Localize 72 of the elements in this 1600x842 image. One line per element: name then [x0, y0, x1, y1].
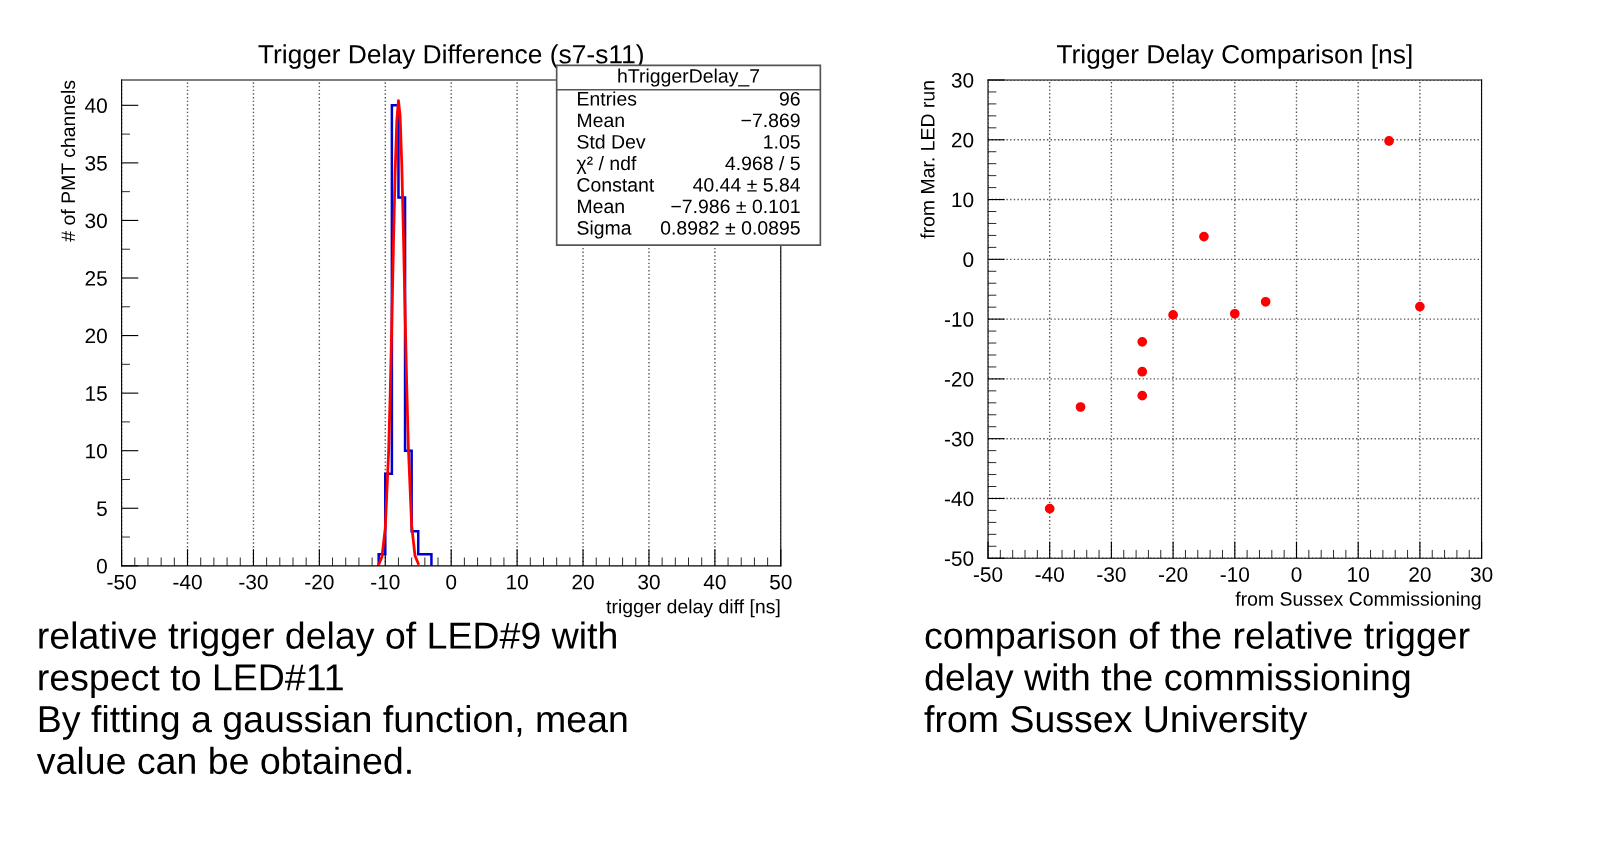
y-tick-label: 25 [85, 271, 107, 286]
y-tick-label: 30 [951, 72, 974, 88]
annotation: 0.8982 ± 0.0895 [660, 221, 800, 235]
x-tick-label: 20 [1409, 567, 1431, 582]
y-tick-label: 40 [85, 98, 107, 114]
point [1137, 336, 1148, 347]
x-axis-title: trigger delay diff [ns] [606, 599, 780, 618]
annotation: Sigma [577, 220, 632, 239]
x-tick-label: -50 [107, 574, 136, 590]
y-tick-label: -50 [944, 551, 974, 566]
x-tick-label: -30 [1097, 567, 1126, 582]
annotation: χ² / ndf [576, 155, 637, 175]
line-series [377, 99, 420, 566]
x-tick-label: 0 [1291, 567, 1302, 582]
point [1229, 308, 1240, 319]
chart-title: Trigger Delay Difference (s7-s11) [258, 44, 643, 69]
annotation: hTriggerDelay_7 [618, 68, 760, 87]
annotation: 96 [779, 91, 800, 106]
annotation: 40.44 ± 5.84 [693, 177, 801, 192]
x-axis-title: from Sussex Commissioning [1235, 591, 1481, 610]
x-tick-label: -10 [1220, 567, 1250, 582]
point [1199, 231, 1209, 242]
annotation: 1.05 [764, 134, 800, 149]
x-tick-label: 10 [507, 574, 528, 590]
y-tick-label: 20 [951, 132, 974, 148]
x-tick-label: -10 [371, 574, 400, 590]
point [1415, 301, 1425, 312]
point [1168, 310, 1178, 320]
annotation: 4.968 / 5 [725, 155, 800, 171]
text: comparison of the relative trigger delay with the commissioning from Sussex University [924, 621, 1470, 740]
annotation: Constant [577, 177, 655, 192]
y-tick-label: 5 [96, 501, 107, 517]
point [1137, 390, 1148, 401]
y-tick-label: -20 [944, 371, 974, 387]
point [1075, 402, 1086, 412]
annotation: Mean [578, 113, 624, 128]
x-tick-label: 40 [703, 574, 726, 590]
x-tick-label: -40 [1035, 567, 1064, 582]
point [1137, 366, 1148, 377]
annotation: Mean [578, 199, 624, 214]
x-tick-label: -40 [173, 574, 202, 590]
annotation: Std Dev [577, 134, 646, 149]
annotation: −7.869 [741, 113, 800, 128]
chart-title: Trigger Delay Comparison [ns] [1056, 44, 1412, 69]
x-tick-label: 20 [572, 574, 594, 590]
y-axis-title: # of PMT channels [60, 80, 76, 242]
x-tick-label: 30 [1470, 567, 1493, 582]
point [1260, 296, 1271, 307]
x-tick-label: 30 [638, 574, 660, 590]
y-axis-title: from Mar. LED run [920, 81, 935, 239]
point [1044, 503, 1055, 514]
y-tick-label: 35 [85, 155, 107, 171]
x-tick-label: 10 [1348, 567, 1369, 582]
x-tick-label: -20 [1158, 567, 1188, 582]
y-tick-label: -30 [944, 431, 974, 447]
y-tick-label: -10 [944, 312, 974, 327]
x-tick-label: -30 [239, 574, 268, 590]
y-tick-label: 20 [85, 328, 107, 344]
y-tick-label: -40 [944, 491, 974, 507]
x-tick-label: 0 [446, 574, 457, 590]
x-tick-label: 50 [770, 574, 792, 590]
y-tick-label: 30 [85, 213, 107, 229]
annotation: −7.986 ± 0.101 [671, 199, 800, 214]
y-tick-label: 10 [952, 192, 974, 208]
x-tick-label: -20 [305, 574, 334, 590]
x-tick-label: -50 [973, 567, 1003, 582]
y-tick-label: 0 [963, 252, 974, 268]
text: relative trigger delay of LED#9 with respect to LED#11 By fitting a gaussian function, mean value can be obtained. [36, 621, 627, 775]
y-tick-label: 10 [86, 443, 107, 459]
point [1384, 136, 1394, 146]
y-tick-label: 15 [86, 386, 107, 401]
annotation: Entries [578, 91, 637, 106]
